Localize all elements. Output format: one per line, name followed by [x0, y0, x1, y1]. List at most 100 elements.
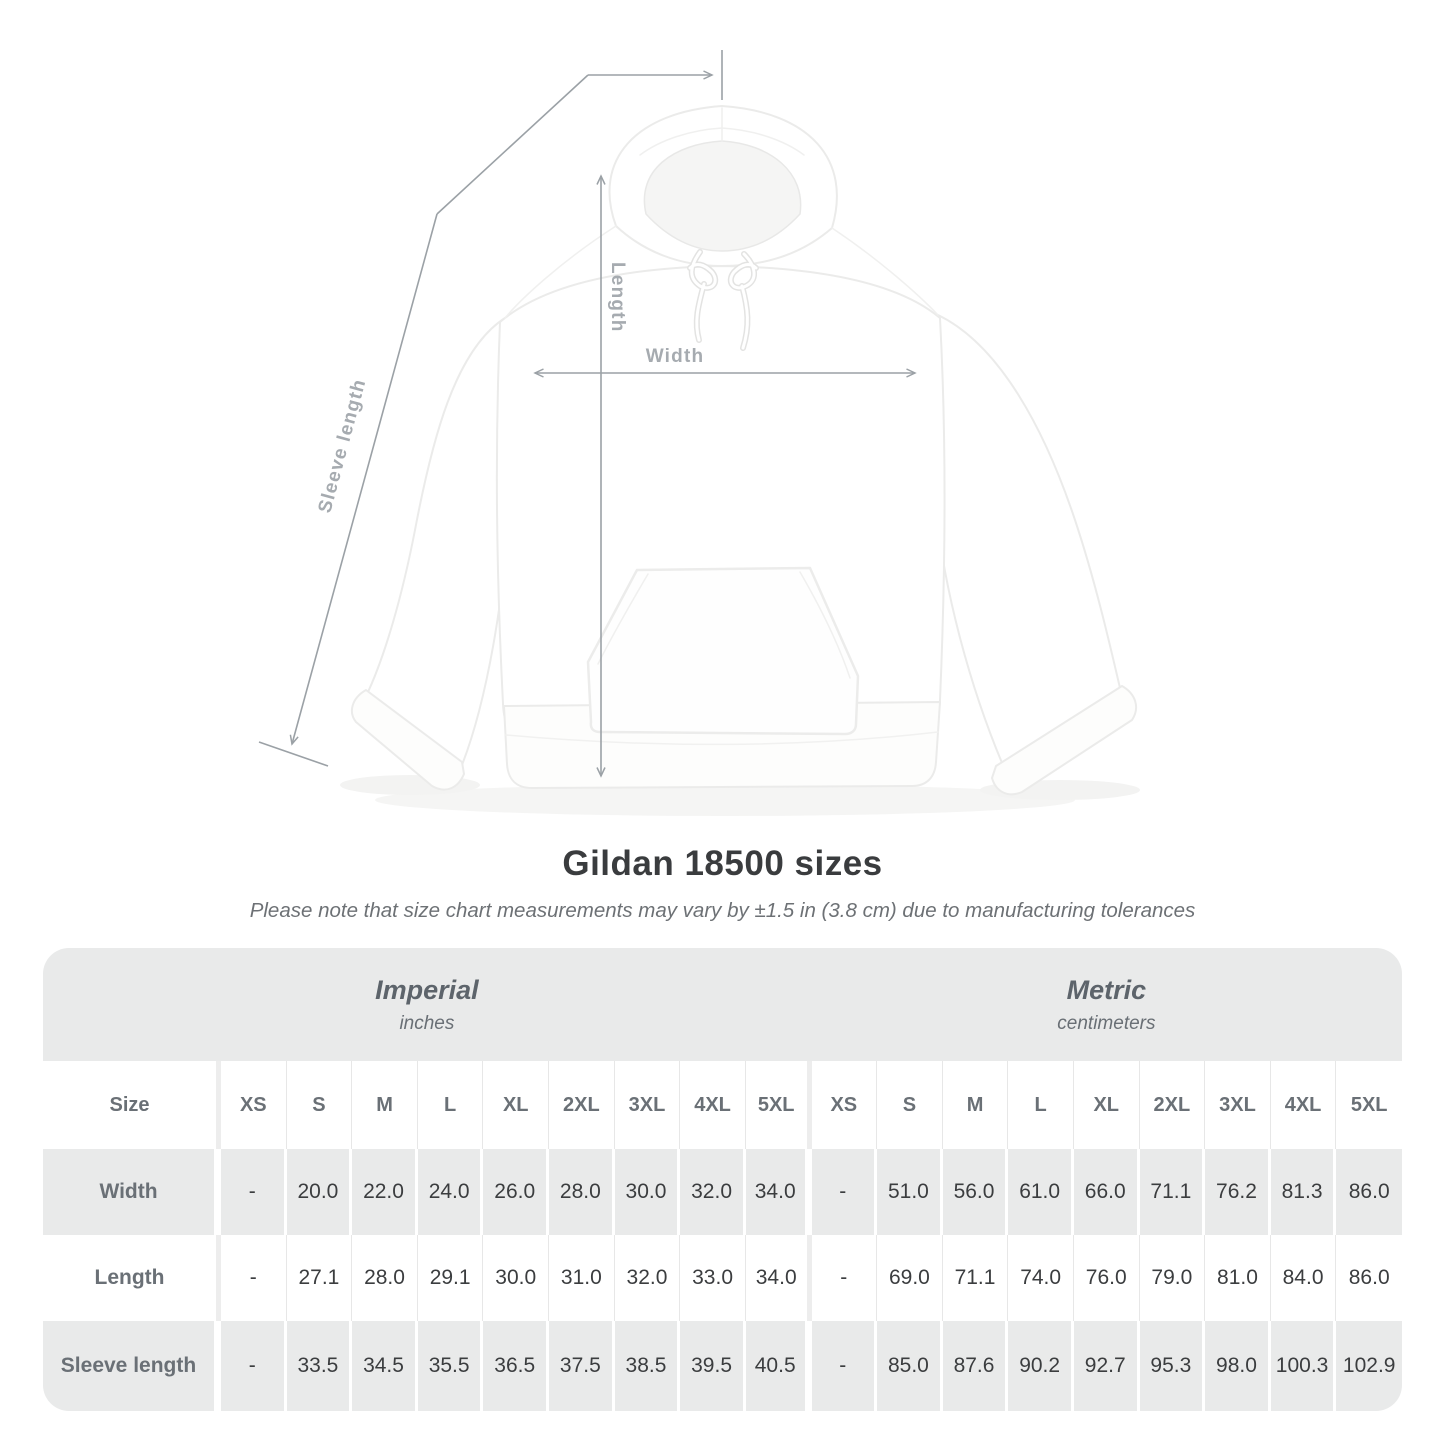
value-metric: 66.0	[1073, 1149, 1140, 1235]
size-column-header: Size	[43, 1061, 221, 1149]
value-metric: 81.0	[1205, 1235, 1271, 1321]
size-table-grid: Size XS S M L XL 2XL 3XL 4XL 5XL XS S M L XL 2XL 3XL 4XL 5…	[43, 1061, 1402, 1411]
imperial-unit-label: inches	[399, 1012, 455, 1034]
value-imperial: 34.0	[745, 1235, 812, 1321]
size-header-imperial-2xl: 2XL	[549, 1061, 615, 1149]
value-imperial: 28.0	[549, 1149, 615, 1235]
sleeve-measure-arm-line	[289, 213, 438, 746]
length-measure-label: Length	[607, 262, 628, 333]
hoodie-left-cuff	[350, 689, 465, 791]
size-header-imperial-l: L	[417, 1061, 484, 1149]
width-measure-label: Width	[646, 346, 705, 367]
value-metric: 100.3	[1270, 1321, 1337, 1411]
value-imperial: 32.0	[680, 1149, 746, 1235]
value-imperial: 34.5	[352, 1321, 418, 1411]
row-label-width: Width	[43, 1149, 221, 1235]
row-label-sleeve-length: Sleeve length	[43, 1321, 221, 1411]
value-imperial: -	[221, 1321, 287, 1411]
value-metric: 86.0	[1336, 1149, 1402, 1235]
size-header-metric-xl: XL	[1073, 1061, 1140, 1149]
unit-group-metric: Metric centimeters	[811, 948, 1402, 1061]
value-metric: 87.6	[942, 1321, 1009, 1411]
size-chart-table: Imperial inches Metric centimeters Size X…	[43, 948, 1402, 1411]
row-label-length: Length	[43, 1235, 221, 1321]
value-imperial: 33.5	[286, 1321, 353, 1411]
value-imperial: -	[221, 1149, 287, 1235]
size-header-imperial-xs: XS	[221, 1061, 287, 1149]
unit-group-imperial: Imperial inches	[43, 948, 811, 1061]
hoodie-measurement-diagram: Length Width Sleeve length	[258, 50, 1140, 816]
value-metric: 51.0	[877, 1149, 943, 1235]
value-imperial: 34.0	[745, 1149, 812, 1235]
value-imperial: 35.5	[417, 1321, 484, 1411]
size-header-imperial-3xl: 3XL	[614, 1061, 681, 1149]
size-header-imperial-s: S	[286, 1061, 353, 1149]
size-header-metric-xs: XS	[811, 1061, 878, 1149]
size-header-metric-l: L	[1008, 1061, 1074, 1149]
value-imperial: 20.0	[286, 1149, 353, 1235]
hoodie-illustration	[350, 105, 1138, 796]
tolerance-note: Please note that size chart measurements…	[249, 899, 1196, 922]
size-header-metric-5xl: 5XL	[1336, 1061, 1402, 1149]
value-metric: 84.0	[1270, 1235, 1337, 1321]
size-header-imperial-m: M	[352, 1061, 418, 1149]
value-imperial: 33.0	[680, 1235, 746, 1321]
value-metric: -	[811, 1235, 878, 1321]
hoodie-hood-inner	[643, 140, 802, 252]
value-metric: 71.1	[1139, 1149, 1206, 1235]
value-imperial: 36.5	[483, 1321, 550, 1411]
value-metric: 76.2	[1205, 1149, 1271, 1235]
page-title: Gildan 18500 sizes	[562, 844, 883, 883]
size-header-imperial-5xl: 5XL	[745, 1061, 812, 1149]
value-metric: 85.0	[877, 1321, 943, 1411]
sleeve-length-measure-label: Sleeve length	[315, 376, 371, 515]
value-imperial: 32.0	[614, 1235, 681, 1321]
value-metric: 95.3	[1139, 1321, 1206, 1411]
value-imperial: 30.0	[483, 1235, 550, 1321]
size-header-imperial-4xl: 4XL	[680, 1061, 746, 1149]
hoodie-pocket	[586, 566, 860, 736]
value-imperial: -	[221, 1235, 287, 1321]
value-imperial: 40.5	[745, 1321, 812, 1411]
value-metric: 102.9	[1336, 1321, 1402, 1411]
sleeve-measure-shoulder-line	[436, 74, 589, 215]
metric-heading: Metric	[1066, 974, 1147, 1005]
value-imperial: 37.5	[549, 1321, 615, 1411]
value-metric: 61.0	[1008, 1149, 1074, 1235]
value-metric: 71.1	[942, 1235, 1009, 1321]
value-metric: 56.0	[942, 1149, 1009, 1235]
sleeve-measure-bottom-tick	[258, 741, 329, 767]
hoodie-drawstrings	[687, 249, 759, 351]
value-imperial: 26.0	[483, 1149, 550, 1235]
value-metric: 69.0	[877, 1235, 943, 1321]
value-imperial: 30.0	[614, 1149, 681, 1235]
value-metric: 76.0	[1073, 1235, 1140, 1321]
value-imperial: 28.0	[352, 1235, 418, 1321]
value-imperial: 38.5	[614, 1321, 681, 1411]
size-header-metric-s: S	[877, 1061, 943, 1149]
value-imperial: 39.5	[680, 1321, 746, 1411]
value-metric: 98.0	[1205, 1321, 1271, 1411]
value-imperial: 29.1	[417, 1235, 484, 1321]
value-imperial: 22.0	[352, 1149, 418, 1235]
value-metric: 92.7	[1073, 1321, 1140, 1411]
value-metric: 79.0	[1139, 1235, 1206, 1321]
size-header-metric-4xl: 4XL	[1270, 1061, 1337, 1149]
size-header-metric-2xl: 2XL	[1139, 1061, 1206, 1149]
value-metric: 74.0	[1008, 1235, 1074, 1321]
hoodie-right-sleeve	[929, 314, 1121, 771]
value-imperial: 27.1	[286, 1235, 353, 1321]
metric-unit-label: centimeters	[1057, 1012, 1156, 1034]
value-metric: 81.3	[1270, 1149, 1337, 1235]
size-header-imperial-xl: XL	[483, 1061, 550, 1149]
value-imperial: 31.0	[549, 1235, 615, 1321]
measurement-annotations	[258, 50, 917, 778]
value-imperial: 24.0	[417, 1149, 484, 1235]
hoodie-right-cuff	[991, 685, 1138, 796]
imperial-heading: Imperial	[375, 974, 479, 1005]
value-metric: -	[811, 1321, 878, 1411]
size-header-metric-3xl: 3XL	[1205, 1061, 1271, 1149]
value-metric: 90.2	[1008, 1321, 1074, 1411]
value-metric: -	[811, 1149, 878, 1235]
